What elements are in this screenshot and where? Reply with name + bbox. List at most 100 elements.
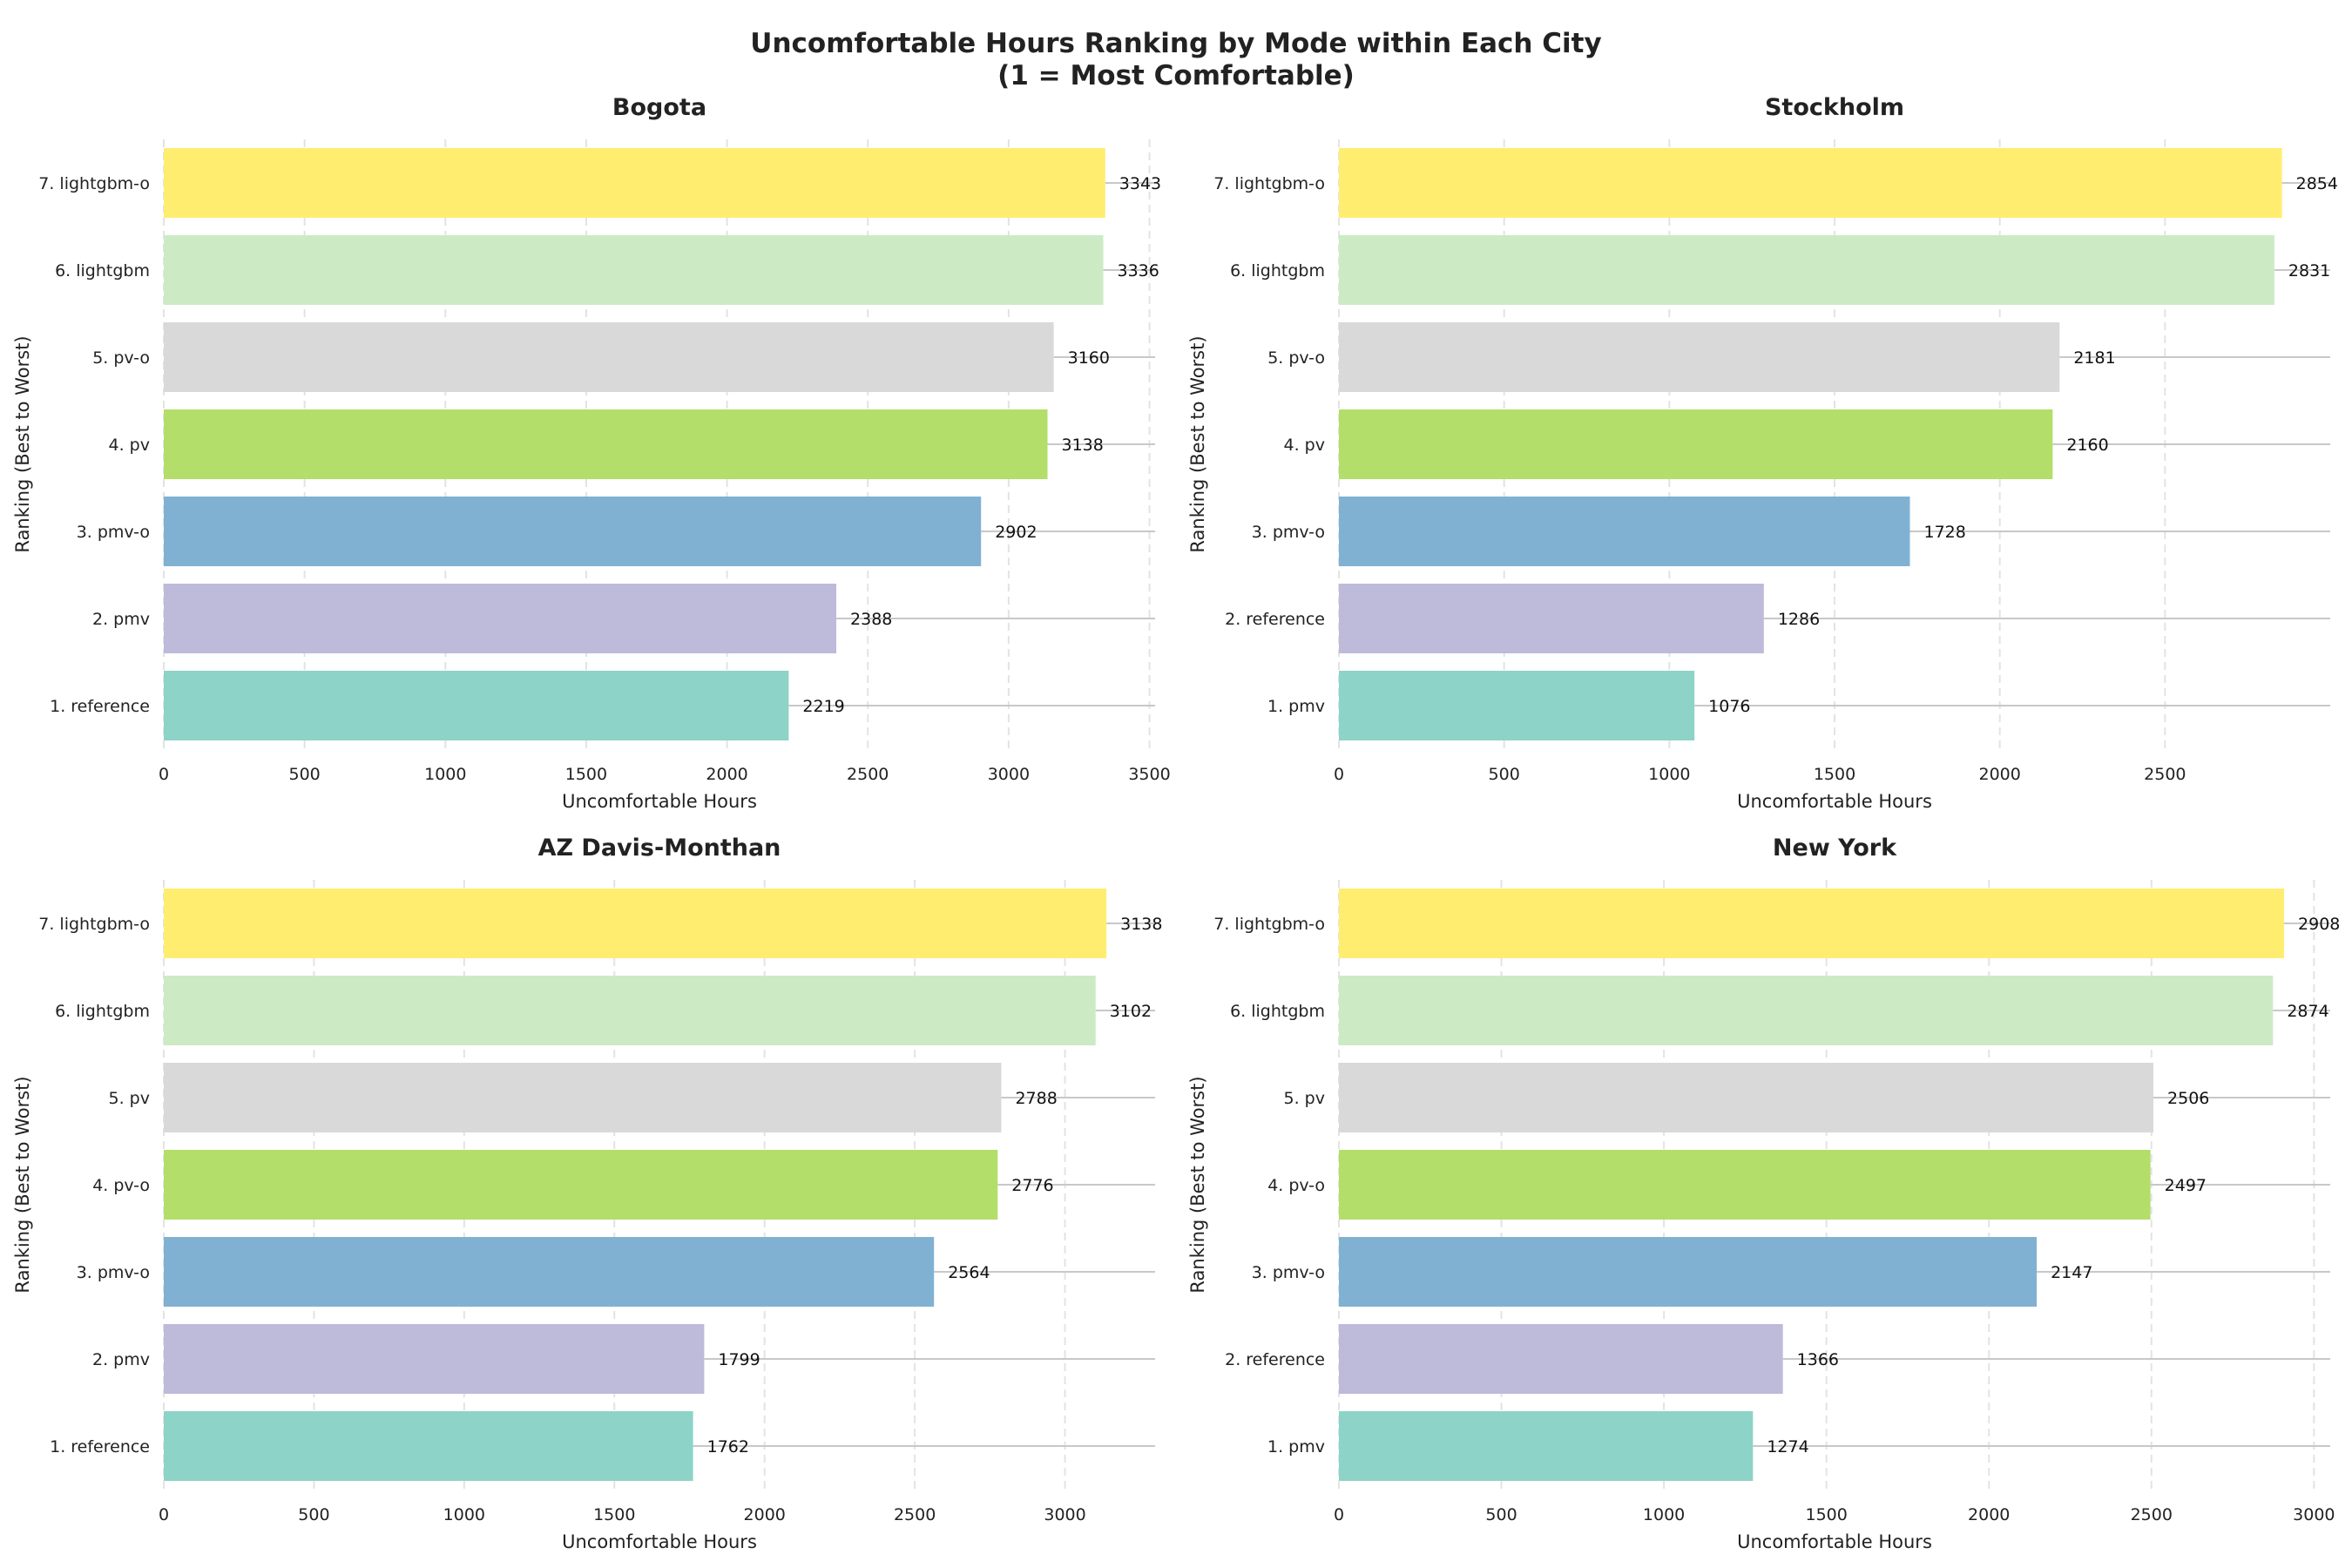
y-axis-label: Ranking (Best to Worst) xyxy=(12,1076,33,1293)
x-tick-label: 2500 xyxy=(847,765,889,784)
category-label: 7. lightgbm-o xyxy=(1213,174,1325,193)
value-label: 3336 xyxy=(1118,261,1159,280)
value-label: 3138 xyxy=(1120,915,1162,934)
y-axis-label: Ranking (Best to Worst) xyxy=(1187,335,1208,552)
value-label: 2788 xyxy=(1015,1089,1057,1108)
panel-az-davis-monthan: AZ Davis-Monthan 0 500 1000 1500 2000 2500 3000… xyxy=(12,835,1162,1552)
value-label: 2181 xyxy=(2073,348,2115,368)
category-label: 7. lightgbm-o xyxy=(38,174,150,193)
x-tick-label: 1000 xyxy=(1643,1505,1685,1524)
x-tick-label: 2500 xyxy=(2131,1505,2173,1524)
x-tick-label: 0 xyxy=(159,1505,169,1524)
bar-3-pmv-o xyxy=(1339,497,1910,566)
value-label: 2388 xyxy=(850,610,892,629)
x-tick-label: 3500 xyxy=(1128,765,1170,784)
category-label: 6. lightgbm xyxy=(55,1002,150,1021)
x-tick-label: 500 xyxy=(1489,765,1520,784)
value-label: 3343 xyxy=(1119,174,1161,193)
category-label: 3. pmv-o xyxy=(77,1263,150,1282)
category-label: 4. pv-o xyxy=(92,1176,150,1195)
bar-4-pv-o xyxy=(1339,1150,2151,1220)
bar-2-reference xyxy=(1339,584,1764,653)
value-label: 1728 xyxy=(1923,523,1965,542)
bar-7-lightgbm-o xyxy=(164,148,1105,218)
category-label: 2. pmv xyxy=(92,1350,150,1369)
value-label: 1286 xyxy=(1778,610,1820,629)
x-tick-label: 1500 xyxy=(565,765,607,784)
panel-title: New York xyxy=(1773,835,1897,862)
category-label: 3. pmv-o xyxy=(1252,523,1325,542)
x-tick-label: 3000 xyxy=(1044,1505,1085,1524)
value-label: 1366 xyxy=(1797,1350,1839,1369)
bar-4-pv xyxy=(1339,409,2053,479)
category-label: 5. pv xyxy=(109,1089,150,1108)
figure-title-line1: Uncomfortable Hours Ranking by Mode with… xyxy=(750,28,1601,59)
category-label: 3. pmv-o xyxy=(77,523,150,542)
x-axis-label: Uncomfortable Hours xyxy=(562,791,757,812)
category-label: 5. pv xyxy=(1284,1089,1325,1108)
panel-title: Bogota xyxy=(612,94,706,121)
panel-stockholm: Stockholm 0 500 1000 1500 2000 2500 1076 1. pmv 1… xyxy=(1187,94,2338,812)
x-tick-label: 500 xyxy=(298,1505,329,1524)
value-label: 2497 xyxy=(2165,1176,2207,1195)
category-label: 6. lightgbm xyxy=(55,261,150,280)
x-tick-label: 0 xyxy=(159,765,169,784)
x-axis-label: Uncomfortable Hours xyxy=(1737,791,1932,812)
value-label: 1274 xyxy=(1767,1437,1808,1456)
value-label: 2874 xyxy=(2287,1002,2328,1021)
value-label: 1799 xyxy=(718,1350,760,1369)
bar-1-pmv xyxy=(1339,671,1695,740)
x-tick-label: 0 xyxy=(1334,1505,1344,1524)
category-label: 2. pmv xyxy=(92,610,150,629)
x-axis-label: Uncomfortable Hours xyxy=(1737,1531,1932,1552)
x-tick-label: 1000 xyxy=(424,765,466,784)
x-tick-label: 1500 xyxy=(593,1505,635,1524)
value-label: 2908 xyxy=(2298,915,2340,934)
category-label: 6. lightgbm xyxy=(1230,1002,1325,1021)
panel-bogota: Bogota 0 500 1000 1500 2000 2500 3000 3500 2219 1.… xyxy=(12,94,1171,812)
category-label: 2. reference xyxy=(1225,610,1325,629)
category-label: 5. pv-o xyxy=(92,348,150,368)
figure-title-line2: (1 = Most Comfortable) xyxy=(997,60,1355,91)
value-label: 2564 xyxy=(948,1263,990,1282)
panel-title: AZ Davis-Monthan xyxy=(538,835,781,862)
bar-5-pv xyxy=(164,1063,1002,1132)
x-tick-label: 500 xyxy=(1485,1505,1517,1524)
category-label: 1. pmv xyxy=(1267,697,1325,716)
x-tick-label: 2000 xyxy=(1978,765,2020,784)
bar-6-lightgbm xyxy=(1339,235,2274,305)
x-tick-label: 3000 xyxy=(2293,1505,2335,1524)
bar-6-lightgbm xyxy=(1339,976,2274,1045)
category-label: 4. pv xyxy=(109,436,150,455)
bar-6-lightgbm xyxy=(164,235,1104,305)
value-label: 1762 xyxy=(707,1437,749,1456)
bar-5-pv-o xyxy=(164,322,1054,392)
bar-4-pv-o xyxy=(164,1150,998,1220)
value-label: 3102 xyxy=(1110,1002,1152,1021)
bar-5-pv xyxy=(1339,1063,2154,1132)
x-tick-label: 3000 xyxy=(988,765,1030,784)
value-label: 2776 xyxy=(1011,1176,1053,1195)
x-tick-label: 500 xyxy=(289,765,321,784)
value-label: 2831 xyxy=(2288,261,2330,280)
x-tick-label: 1500 xyxy=(1805,1505,1847,1524)
value-label: 2219 xyxy=(802,697,844,716)
category-label: 6. lightgbm xyxy=(1230,261,1325,280)
bar-5-pv-o xyxy=(1339,322,2060,392)
value-label: 3138 xyxy=(1062,436,1104,455)
value-label: 1076 xyxy=(1708,697,1750,716)
category-label: 1. pmv xyxy=(1267,1437,1325,1456)
bar-1-pmv xyxy=(1339,1411,1754,1481)
category-label: 4. pv xyxy=(1284,436,1325,455)
y-axis-label: Ranking (Best to Worst) xyxy=(12,335,33,552)
value-label: 2902 xyxy=(995,523,1037,542)
x-tick-label: 2000 xyxy=(706,765,747,784)
x-tick-label: 1000 xyxy=(443,1505,485,1524)
bar-2-pmv xyxy=(164,584,837,653)
bar-2-pmv xyxy=(164,1324,705,1394)
x-tick-label: 2000 xyxy=(744,1505,786,1524)
bar-7-lightgbm-o xyxy=(164,889,1107,958)
category-label: 1. reference xyxy=(50,1437,150,1456)
bar-6-lightgbm xyxy=(164,976,1096,1045)
